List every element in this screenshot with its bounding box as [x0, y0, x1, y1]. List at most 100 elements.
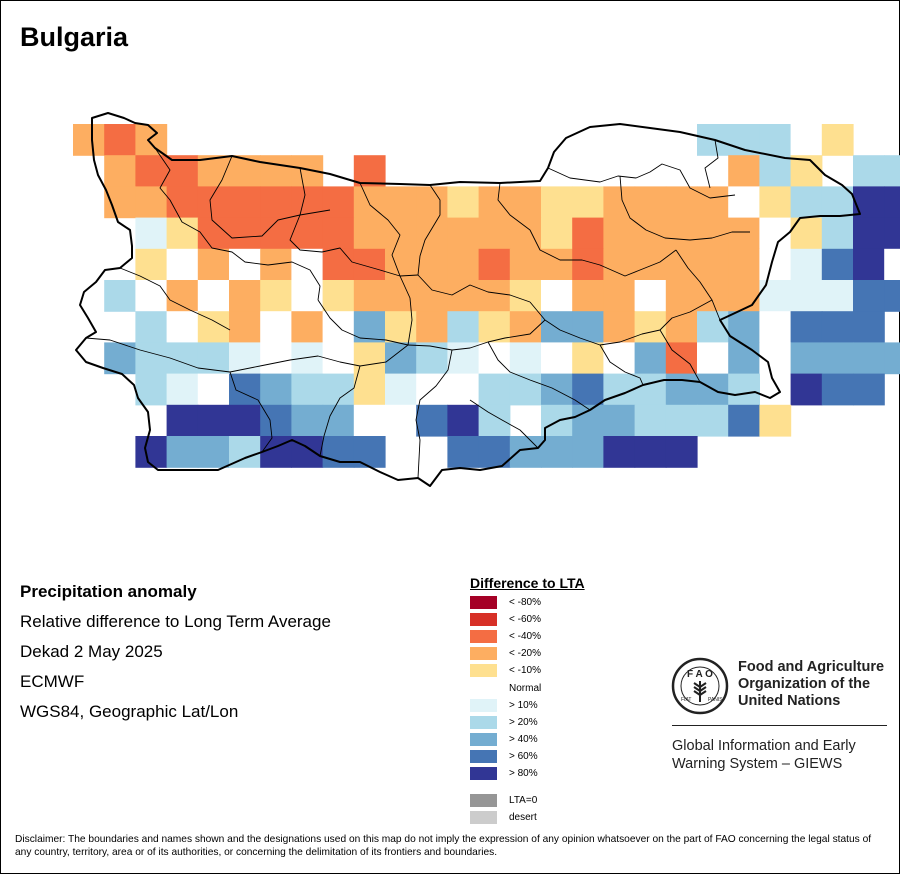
grid-cell [416, 404, 448, 437]
grid-cell [541, 186, 573, 219]
grid-cell [790, 342, 823, 375]
grid-cell [728, 373, 760, 406]
legend-swatch [470, 767, 497, 780]
grid-cell [416, 248, 448, 281]
grid-cell [853, 280, 885, 312]
grid-cell [478, 342, 511, 375]
grid-cell [447, 373, 480, 406]
grid-cell [385, 373, 417, 406]
grid-cell [135, 311, 168, 343]
grid-cell [759, 217, 792, 250]
province-boundary [704, 139, 719, 189]
grid-cell [353, 186, 386, 219]
grid-cell [572, 186, 604, 219]
grid-cell [385, 404, 417, 437]
grid-cell [665, 404, 698, 437]
grid-cell [634, 404, 667, 437]
province-borders [85, 139, 750, 479]
province-boundary [469, 399, 539, 449]
grid-cell [759, 186, 792, 219]
disclaimer: Disclaimer: The boundaries and names sho… [15, 834, 872, 858]
grid-cell [509, 280, 542, 312]
grid-cell [197, 248, 230, 281]
grid-cell [697, 342, 729, 375]
grid-cell [572, 342, 604, 375]
grid-cell [447, 217, 480, 250]
grid-cell [291, 342, 324, 375]
grid-cell [416, 311, 448, 343]
legend-label: < -40% [509, 631, 541, 642]
province-boundary [599, 344, 644, 386]
grid-cell [291, 186, 324, 219]
province-boundary [417, 184, 531, 303]
svg-text:F A O: F A O [687, 669, 713, 680]
grid-cell [135, 280, 168, 312]
grid-cell [572, 280, 604, 312]
grid-cell [447, 311, 480, 343]
grid-cell [322, 436, 355, 468]
grid-cell [135, 342, 168, 375]
grid-cell [603, 186, 636, 219]
legend-label: < -10% [509, 665, 541, 676]
grid-cell [697, 186, 729, 219]
grid-cell [541, 373, 573, 406]
grid-cell [104, 155, 136, 187]
grid-cell [728, 342, 760, 375]
grid-cell [197, 342, 230, 375]
grid-cell [322, 280, 355, 312]
grid-cell [884, 217, 900, 250]
legend-label: < -60% [509, 614, 541, 625]
grid-cell [135, 217, 168, 250]
grid-cell [634, 373, 667, 406]
grid-cell [759, 404, 792, 437]
province-boundary [154, 147, 321, 301]
grid-cell [884, 280, 900, 312]
grid-cell [104, 280, 136, 312]
grid-cell [603, 217, 636, 250]
province-boundary [119, 267, 231, 331]
grid-cell [197, 186, 230, 219]
anomaly-grid [73, 124, 900, 468]
grid-cell [447, 186, 480, 219]
grid-cell [322, 404, 355, 437]
grid-cell [853, 342, 885, 375]
grid-cell [353, 342, 386, 375]
grid-cell [572, 404, 604, 437]
grid-cell [447, 280, 480, 312]
province-boundary [497, 182, 677, 277]
grid-cell [135, 124, 168, 156]
grid-cell [478, 217, 511, 250]
grid-cell [697, 217, 729, 250]
grid-cell [759, 155, 792, 187]
grid-cell [821, 217, 854, 250]
grid-cell [728, 217, 760, 250]
grid-cell [166, 280, 199, 312]
giews-name: Global Information and Early Warning Sys… [672, 738, 856, 772]
grid-cell [229, 280, 261, 312]
province-boundary [229, 371, 273, 453]
grid-cell [197, 217, 230, 250]
grid-cell [416, 217, 448, 250]
province-boundary [317, 299, 409, 346]
province-boundary [659, 329, 701, 383]
grid-cell [197, 404, 230, 437]
grid-cell [541, 436, 573, 468]
grid-cell [447, 342, 480, 375]
province-boundary [359, 182, 413, 346]
grid-cell [728, 186, 760, 219]
grid-cell [166, 186, 199, 219]
grid-cell [603, 404, 636, 437]
grid-cell [291, 248, 324, 281]
grid-cell [541, 280, 573, 312]
grid-cell [353, 404, 386, 437]
province-boundary [289, 167, 419, 277]
grid-cell [634, 311, 667, 343]
grid-cell [260, 186, 292, 219]
country-border [75, 112, 861, 487]
grid-cell [260, 155, 292, 187]
grid-cell [229, 373, 261, 406]
grid-cell [166, 311, 199, 343]
grid-cell [509, 342, 542, 375]
fao-logo: F A O FIAT PANIS [671, 657, 729, 715]
grid-cell [541, 248, 573, 281]
